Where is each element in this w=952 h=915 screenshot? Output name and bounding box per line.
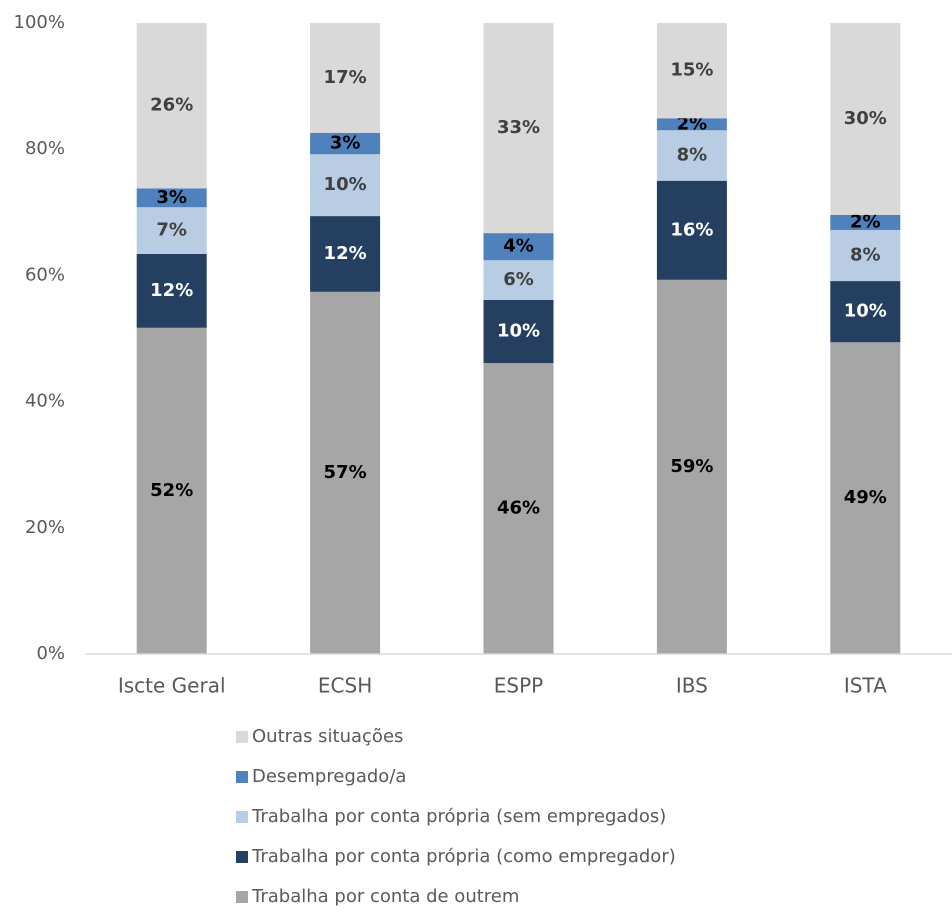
bar-segment <box>483 260 554 301</box>
data-label: 10% <box>497 321 540 342</box>
data-label: 10% <box>844 301 887 322</box>
data-label: 12% <box>150 280 193 301</box>
y-tick-label: 100% <box>14 12 65 33</box>
bar-segment <box>136 327 207 654</box>
x-tick-label: ESPP <box>494 674 543 698</box>
bar-segment <box>310 291 381 654</box>
bar-segment <box>483 363 554 654</box>
legend-label: Outras situações <box>252 726 403 747</box>
legend-label: Trabalha por conta própria (sem empregad… <box>251 806 666 827</box>
bar-segment <box>830 281 901 343</box>
bar-segment <box>656 23 727 119</box>
legend-label: Trabalha por conta de outrem <box>251 886 519 907</box>
x-tick-label: IBS <box>676 674 708 698</box>
data-label: 49% <box>844 487 887 508</box>
x-tick-label: ISTA <box>844 674 887 698</box>
data-label: 10% <box>324 174 367 195</box>
data-label: 8% <box>850 245 881 266</box>
data-label: 7% <box>156 220 187 241</box>
bar-segment <box>136 253 207 328</box>
data-label: 3% <box>330 133 361 154</box>
data-label: 8% <box>677 145 708 166</box>
legend-swatch <box>236 851 248 863</box>
bar-segment <box>656 130 727 181</box>
legend-swatch <box>236 891 248 903</box>
bar-segment <box>656 118 727 131</box>
legend-swatch <box>236 731 248 743</box>
data-label: 17% <box>324 67 367 88</box>
data-label: 46% <box>497 498 540 519</box>
bar-segment <box>483 233 554 261</box>
data-label: 33% <box>497 117 540 138</box>
bar-segment <box>483 23 554 234</box>
bar-segment <box>830 214 901 230</box>
bar-segment <box>136 188 207 208</box>
y-tick-label: 60% <box>25 264 65 285</box>
x-tick-label: Iscte Geral <box>118 674 226 698</box>
legend-label: Desempregado/a <box>252 766 406 787</box>
bar-segment <box>136 23 207 189</box>
bar-segment <box>483 300 554 364</box>
y-tick-label: 80% <box>25 138 65 159</box>
data-label: 26% <box>150 95 193 116</box>
data-label: 2% <box>850 211 881 232</box>
bar-segment <box>310 216 381 292</box>
legend-swatch <box>236 811 248 823</box>
y-tick-label: 0% <box>36 643 65 664</box>
data-label: 3% <box>156 187 187 208</box>
data-label: 4% <box>503 236 534 257</box>
data-label: 16% <box>670 219 713 240</box>
y-tick-label: 20% <box>25 517 65 538</box>
y-tick-label: 40% <box>25 391 65 412</box>
bar-segment <box>830 23 901 215</box>
bar-segment <box>656 279 727 654</box>
bar-segment <box>310 23 381 133</box>
data-label: 57% <box>324 462 367 483</box>
legend-swatch <box>236 771 248 783</box>
data-label: 15% <box>670 60 713 81</box>
data-label: 30% <box>844 108 887 129</box>
data-label: 12% <box>324 243 367 264</box>
x-tick-label: ECSH <box>318 674 372 698</box>
bar-segment <box>656 180 727 280</box>
data-label: 6% <box>503 269 534 290</box>
bar-segment <box>830 229 901 282</box>
data-label: 59% <box>670 456 713 477</box>
data-label: 2% <box>677 113 708 134</box>
bar-segment <box>310 154 381 217</box>
bar-segment <box>136 207 207 254</box>
legend-label: Trabalha por conta própria (como emprega… <box>251 846 676 867</box>
bar-segment <box>310 132 381 155</box>
bar-segment <box>830 342 901 654</box>
data-label: 52% <box>150 480 193 501</box>
